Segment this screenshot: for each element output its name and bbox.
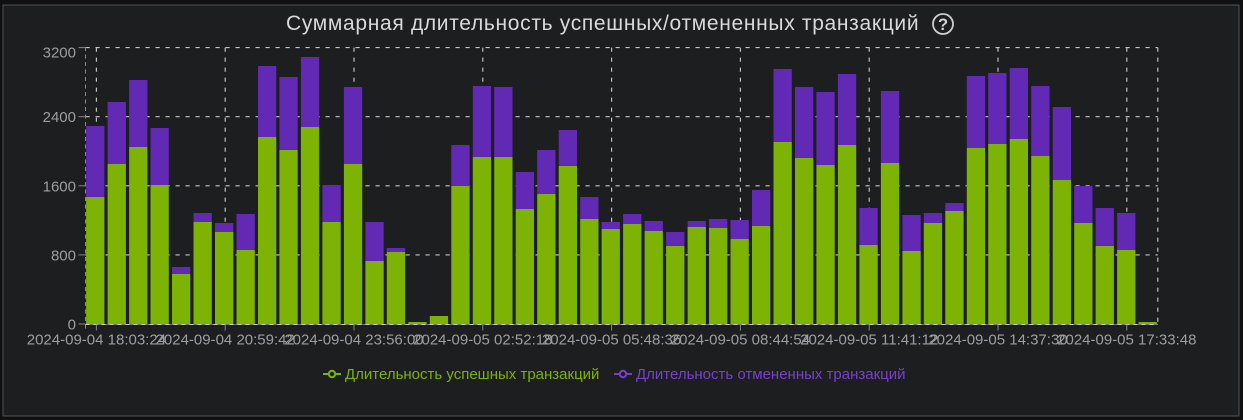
svg-text:2024-09-05 02:52:18: 2024-09-05 02:52:18 bbox=[413, 332, 552, 349]
svg-text:1600: 1600 bbox=[43, 178, 76, 195]
svg-text:2400: 2400 bbox=[43, 109, 76, 126]
svg-text:2024-09-04 20:59:42: 2024-09-04 20:59:42 bbox=[156, 332, 295, 349]
svg-text:Длительность отмененных транза: Длительность отмененных транзакций bbox=[636, 366, 906, 383]
svg-text:0: 0 bbox=[68, 317, 76, 334]
svg-text:2024-09-05 11:41:12: 2024-09-05 11:41:12 bbox=[800, 332, 938, 349]
svg-text:2024-09-05 08:44:54: 2024-09-05 08:44:54 bbox=[671, 332, 810, 349]
svg-text:2024-09-04 18:03:24: 2024-09-04 18:03:24 bbox=[27, 332, 166, 349]
svg-text:Длительность успешных транзакц: Длительность успешных транзакций bbox=[345, 366, 599, 383]
svg-text:2024-09-04 23:56:00: 2024-09-04 23:56:00 bbox=[284, 332, 423, 349]
svg-text:800: 800 bbox=[51, 247, 76, 264]
svg-text:?: ? bbox=[938, 16, 948, 34]
svg-text:2024-09-05 14:37:30: 2024-09-05 14:37:30 bbox=[928, 332, 1067, 349]
svg-text:3200: 3200 bbox=[43, 45, 76, 62]
svg-text:2024-09-05 17:33:48: 2024-09-05 17:33:48 bbox=[1057, 332, 1196, 349]
svg-text:2024-09-05 05:48:36: 2024-09-05 05:48:36 bbox=[542, 332, 681, 349]
svg-text:Суммарная длительность успешны: Суммарная длительность успешных/отмененн… bbox=[286, 12, 919, 35]
